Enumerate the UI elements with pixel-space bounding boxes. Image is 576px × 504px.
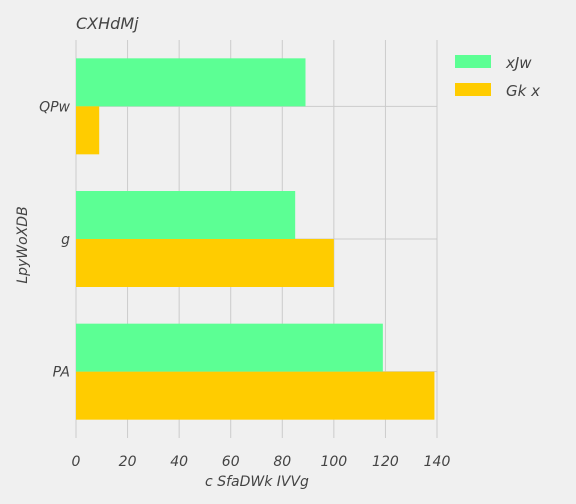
bar-xjw-qpw (76, 58, 306, 107)
x-tick-labels: 0 20 40 60 80 100 120 140 (72, 454, 451, 470)
y-tick-label: QPw (39, 99, 70, 115)
x-tick-label: 120 (372, 454, 399, 470)
y-tick-label: PA (53, 365, 70, 381)
legend-swatch-xjw (455, 55, 491, 68)
y-tick-labels: QPw g PA (39, 99, 70, 380)
x-tick-label: 100 (320, 454, 347, 470)
x-tick-label: 60 (222, 454, 240, 470)
bars (76, 58, 435, 420)
legend: xJw Gk x (455, 54, 540, 100)
x-axis-label: c SfaDWk IVVg (205, 474, 309, 490)
y-axis-label: LpyWoXDB (15, 206, 31, 283)
chart-title: CXHdMj (76, 14, 139, 33)
bar-gk-x-pa (76, 371, 435, 420)
bar-gk-x-g (76, 239, 334, 287)
x-tick-label: 80 (273, 454, 291, 470)
bar-xjw-g (76, 191, 296, 239)
x-tick-label: 20 (119, 454, 137, 470)
legend-swatch-gkx (455, 83, 491, 96)
bar-gk-x-qpw (76, 106, 100, 155)
x-tick-label: 0 (72, 454, 81, 470)
bar-xjw-pa (76, 323, 383, 372)
legend-label-gkx: Gk x (506, 82, 540, 100)
x-tick-label: 40 (170, 454, 188, 470)
y-tick-label: g (61, 232, 70, 248)
x-tick-label: 140 (424, 454, 451, 470)
legend-label-xjw: xJw (505, 54, 532, 72)
